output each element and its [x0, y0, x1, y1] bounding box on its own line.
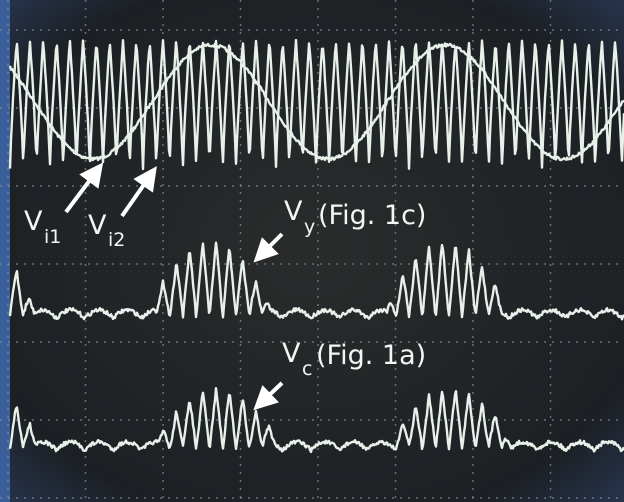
label-sub: i1 [44, 226, 61, 248]
label-sub: y [304, 216, 315, 238]
label-note: (Fig. 1c) [318, 200, 426, 231]
oscilloscope-screen: V i1 V i2 V y (Fig. 1c) V c (Fig. 1a) [0, 0, 624, 502]
left-edge [0, 0, 10, 502]
label-note: (Fig. 1a) [316, 340, 426, 371]
label-sub: i2 [108, 229, 125, 251]
label-main: V [282, 338, 301, 369]
label-main: V [88, 210, 107, 241]
label-main: V [284, 196, 303, 227]
label-sub: c [302, 358, 312, 380]
label-main: V [24, 206, 43, 237]
